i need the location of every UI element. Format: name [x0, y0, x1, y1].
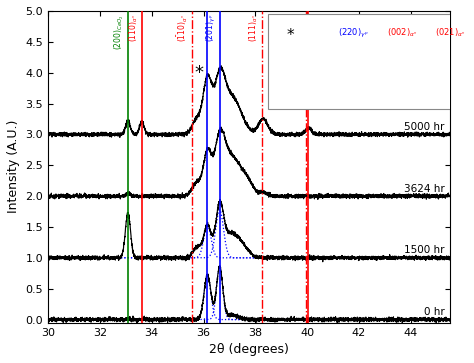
- Text: $(\bar{1}\bar{1}1)_{\alpha^{\prime\prime}}$: $(\bar{1}\bar{1}1)_{\alpha^{\prime\prime…: [290, 14, 304, 42]
- Text: $(021)_{\alpha^{\prime\prime}}$: $(021)_{\alpha^{\prime\prime}}$: [435, 27, 466, 40]
- Text: $*$: $*$: [194, 62, 205, 80]
- Text: 1500 hr: 1500 hr: [404, 245, 445, 255]
- Text: $(200)_{CeO_2}$: $(200)_{CeO_2}$: [113, 14, 127, 50]
- Text: $(111)_{\alpha^{\prime\prime}}$: $(111)_{\alpha^{\prime\prime}}$: [248, 14, 260, 42]
- X-axis label: 2θ (degrees): 2θ (degrees): [209, 343, 289, 356]
- Text: $(\bar{1}11)_{\alpha^{\prime\prime}}$: $(\bar{1}11)_{\alpha^{\prime\prime}}$: [293, 14, 307, 42]
- Text: $(220)_{\gamma^{p}}$: $(220)_{\gamma^{p}}$: [338, 26, 369, 40]
- Text: 3624 hr: 3624 hr: [404, 184, 445, 193]
- Text: 0 hr: 0 hr: [424, 307, 445, 317]
- Text: $(002)_{\alpha^{\prime\prime}}$: $(002)_{\alpha^{\prime\prime}}$: [387, 27, 418, 40]
- Text: $(201)_{\gamma^{p}}$: $(201)_{\gamma^{p}}$: [205, 14, 218, 42]
- Text: 5000 hr: 5000 hr: [404, 122, 445, 132]
- FancyBboxPatch shape: [268, 14, 451, 109]
- Y-axis label: Intensity (A.U.): Intensity (A.U.): [7, 120, 20, 213]
- Text: $(\bar{1}10)_{\alpha^{\prime\prime}}$: $(\bar{1}10)_{\alpha^{\prime\prime}}$: [176, 14, 191, 42]
- Text: $(110)_{\alpha^{\prime\prime}}$: $(110)_{\alpha^{\prime\prime}}$: [128, 14, 140, 42]
- Text: $*$: $*$: [286, 26, 295, 41]
